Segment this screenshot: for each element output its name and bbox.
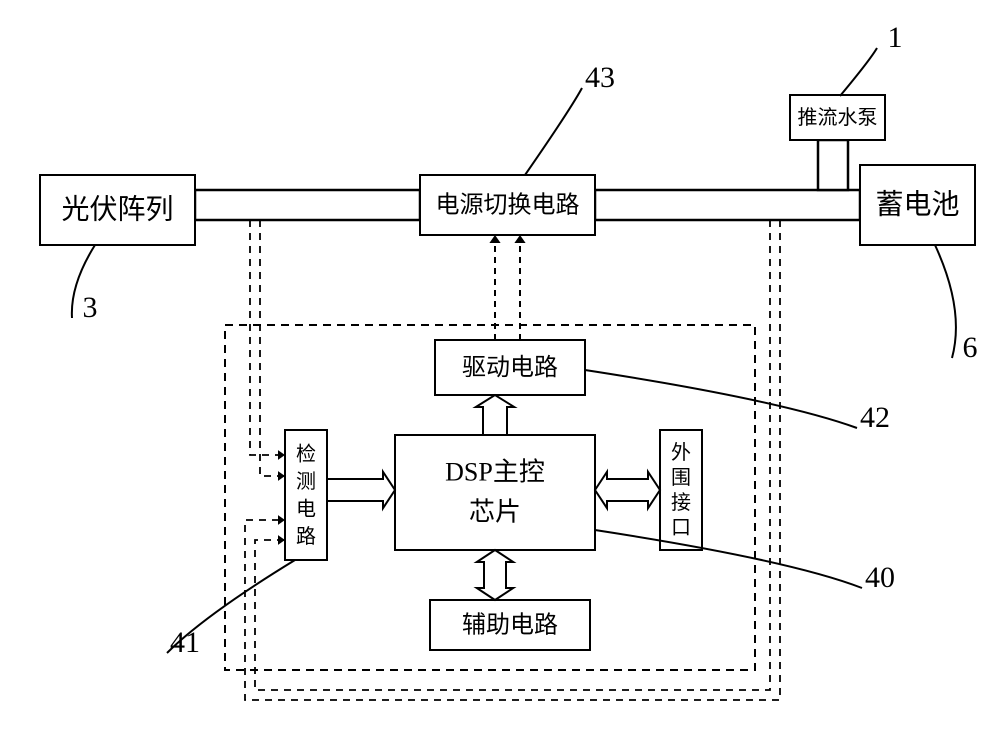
leader-n6 (935, 245, 956, 358)
label-dsp-1: DSP主控 (445, 457, 545, 486)
pump-stub (818, 140, 848, 190)
callout-n43: 43 (585, 61, 615, 94)
label-aux: 辅助电路 (462, 612, 558, 639)
leader-n43 (525, 88, 582, 175)
callout-n6: 6 (963, 331, 978, 364)
label-detect-3: 路 (296, 525, 316, 548)
label-driver: 驱动电路 (462, 354, 558, 381)
label-detect-0: 检 (296, 442, 316, 465)
label-battery: 蓄电池 (875, 188, 959, 220)
label-pump: 推流水泵 (798, 106, 878, 129)
arrow-detect-to-dsp (327, 472, 395, 508)
label-dsp-2: 芯片 (469, 497, 521, 526)
callout-n42: 42 (860, 401, 890, 434)
label-periph-2: 接 (671, 491, 691, 514)
callout-n3: 3 (83, 291, 98, 324)
label-power-switch: 电源切换电路 (436, 192, 580, 219)
leader-n42 (585, 370, 857, 428)
label-periph-3: 口 (671, 517, 691, 539)
label-periph-0: 外 (671, 441, 691, 464)
bus-left (195, 190, 420, 220)
label-detect-2: 电 (296, 497, 316, 520)
callout-n41: 41 (170, 626, 200, 659)
arrow-dsp-to-driver (476, 395, 514, 435)
box-dsp (395, 435, 595, 550)
sense-line-0 (250, 220, 285, 455)
label-pv-array: 光伏阵列 (61, 193, 173, 225)
arrow-dsp-aux (477, 550, 513, 600)
arrow-dsp-periph (595, 472, 660, 508)
leader-n40 (595, 530, 862, 588)
label-periph-1: 围 (671, 467, 691, 489)
sense-line-1 (260, 220, 285, 476)
callout-n1: 1 (888, 21, 903, 54)
leader-n1 (840, 48, 877, 96)
label-detect-1: 测 (296, 470, 316, 493)
callout-n40: 40 (865, 561, 895, 594)
bus-right (595, 190, 860, 220)
